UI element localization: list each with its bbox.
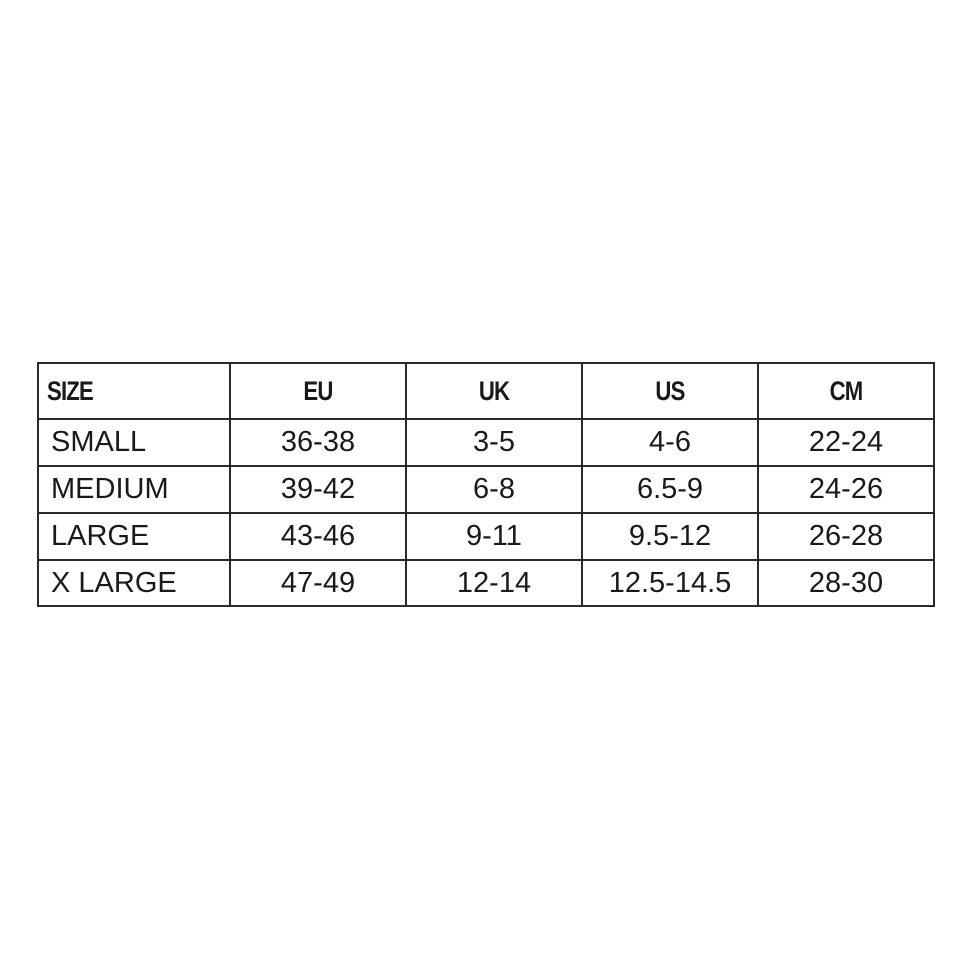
cell-size: X LARGE	[37, 559, 231, 607]
cell-size: MEDIUM	[37, 465, 231, 514]
cell-us: 9.5-12	[581, 512, 759, 561]
table-row: X LARGE 47-49 12-14 12.5-14.5 28-30	[37, 559, 935, 607]
cell-eu: 39-42	[229, 465, 407, 514]
table-row: SMALL 36-38 3-5 4-6 22-24	[37, 418, 935, 467]
cell-cm: 26-28	[757, 512, 935, 561]
cell-size: SMALL	[37, 418, 231, 467]
cell-uk: 6-8	[405, 465, 583, 514]
cell-uk: 9-11	[405, 512, 583, 561]
header-eu: EU	[245, 362, 391, 420]
header-cm: CM	[773, 362, 919, 420]
table-row: MEDIUM 39-42 6-8 6.5-9 24-26	[37, 465, 935, 514]
header-us: US	[597, 362, 743, 420]
cell-us: 6.5-9	[581, 465, 759, 514]
cell-uk: 12-14	[405, 559, 583, 607]
header-row: SIZE EU UK US CM	[37, 362, 934, 420]
table-row: LARGE 43-46 9-11 9.5-12 26-28	[37, 512, 935, 561]
cell-cm: 28-30	[757, 559, 935, 607]
cell-cm: 22-24	[757, 418, 935, 467]
cell-eu: 36-38	[229, 418, 407, 467]
cell-us: 4-6	[581, 418, 759, 467]
cell-size: LARGE	[37, 512, 231, 561]
header-uk: UK	[421, 362, 567, 420]
cell-eu: 47-49	[229, 559, 407, 607]
cell-us: 12.5-14.5	[581, 559, 759, 607]
cell-uk: 3-5	[405, 418, 583, 467]
cell-eu: 43-46	[229, 512, 407, 561]
cell-cm: 24-26	[757, 465, 935, 514]
size-chart-table: SIZE EU UK US CM SMALL 36-38 3-5 4-6 22-24 ME…	[37, 362, 935, 607]
header-size: SIZE	[37, 362, 197, 420]
